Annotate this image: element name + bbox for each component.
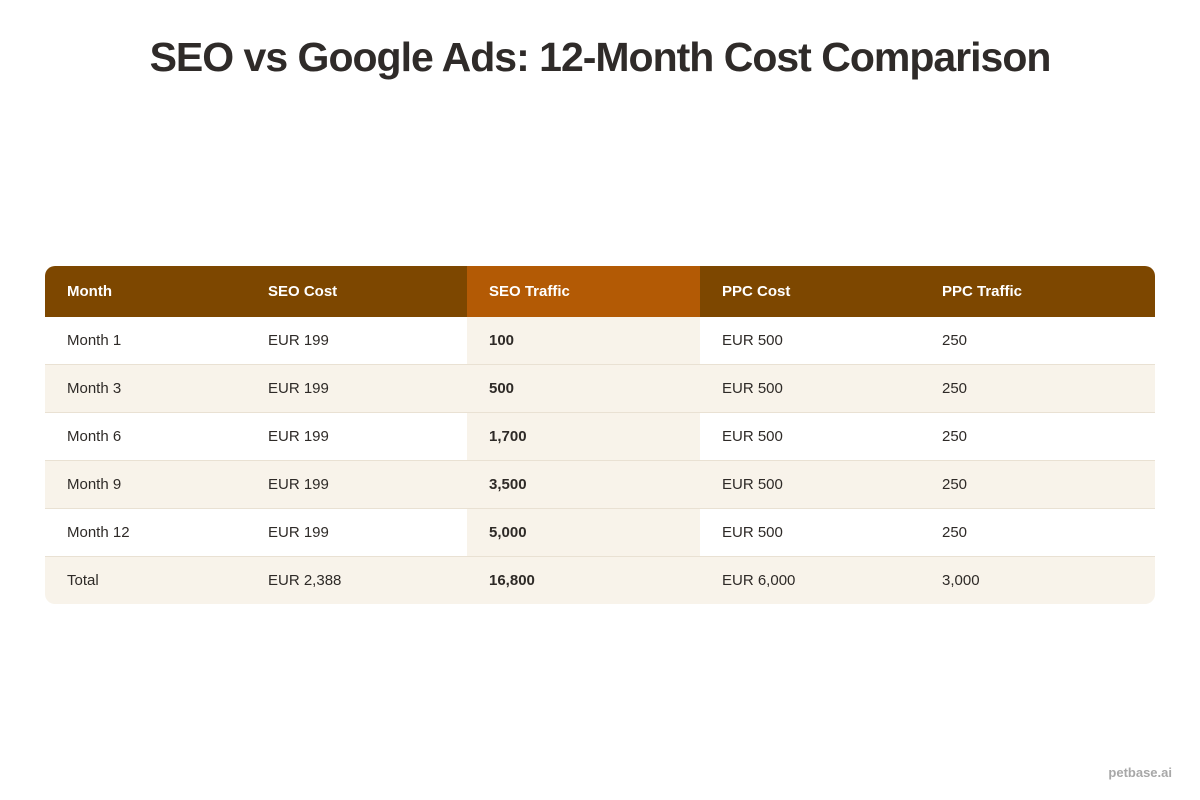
cell-ppc-traffic: 3,000 <box>920 556 1155 604</box>
cell-ppc-cost: EUR 500 <box>700 412 920 461</box>
cell-seo-cost: EUR 199 <box>246 364 467 413</box>
cell-ppc-cost: EUR 500 <box>700 317 920 365</box>
cell-ppc-cost: EUR 500 <box>700 508 920 557</box>
table-row: Month 3 EUR 199 500 EUR 500 250 <box>45 364 1155 413</box>
cell-month: Total <box>45 556 246 604</box>
cell-seo-traffic: 16,800 <box>467 556 700 604</box>
cell-seo-traffic: 500 <box>467 364 700 413</box>
cell-seo-traffic: 5,000 <box>467 508 700 557</box>
cell-month: Month 1 <box>45 317 246 365</box>
header-month: Month <box>45 266 246 317</box>
cell-seo-traffic: 1,700 <box>467 412 700 461</box>
table-row: Month 6 EUR 199 1,700 EUR 500 250 <box>45 412 1155 461</box>
cell-month: Month 12 <box>45 508 246 557</box>
header-seo-traffic: SEO Traffic <box>467 266 700 317</box>
cell-seo-cost: EUR 199 <box>246 317 467 365</box>
header-ppc-cost: PPC Cost <box>700 266 920 317</box>
table-total-row: Total EUR 2,388 16,800 EUR 6,000 3,000 <box>45 556 1155 604</box>
table-row: Month 1 EUR 199 100 EUR 500 250 <box>45 317 1155 365</box>
cell-month: Month 3 <box>45 364 246 413</box>
cell-seo-cost: EUR 199 <box>246 412 467 461</box>
page-title: SEO vs Google Ads: 12-Month Cost Compari… <box>149 34 1052 80</box>
watermark: petbase.ai <box>1108 765 1172 780</box>
header-ppc-traffic: PPC Traffic <box>920 266 1155 317</box>
cell-ppc-traffic: 250 <box>920 364 1155 413</box>
cell-ppc-traffic: 250 <box>920 460 1155 509</box>
cell-ppc-cost: EUR 6,000 <box>700 556 920 604</box>
comparison-table: Month SEO Cost SEO Traffic PPC Cost PPC … <box>45 266 1155 604</box>
cell-ppc-traffic: 250 <box>920 412 1155 461</box>
cell-ppc-cost: EUR 500 <box>700 364 920 413</box>
table-header-row: Month SEO Cost SEO Traffic PPC Cost PPC … <box>45 266 1155 317</box>
cell-ppc-traffic: 250 <box>920 508 1155 557</box>
cell-ppc-traffic: 250 <box>920 317 1155 365</box>
table-row: Month 9 EUR 199 3,500 EUR 500 250 <box>45 460 1155 509</box>
cell-seo-cost: EUR 199 <box>246 460 467 509</box>
cell-seo-traffic: 3,500 <box>467 460 700 509</box>
cell-ppc-cost: EUR 500 <box>700 460 920 509</box>
cell-month: Month 6 <box>45 412 246 461</box>
cell-seo-traffic: 100 <box>467 317 700 365</box>
table-row: Month 12 EUR 199 5,000 EUR 500 250 <box>45 508 1155 557</box>
header-seo-cost: SEO Cost <box>246 266 467 317</box>
cell-month: Month 9 <box>45 460 246 509</box>
cell-seo-cost: EUR 2,388 <box>246 556 467 604</box>
cell-seo-cost: EUR 199 <box>246 508 467 557</box>
